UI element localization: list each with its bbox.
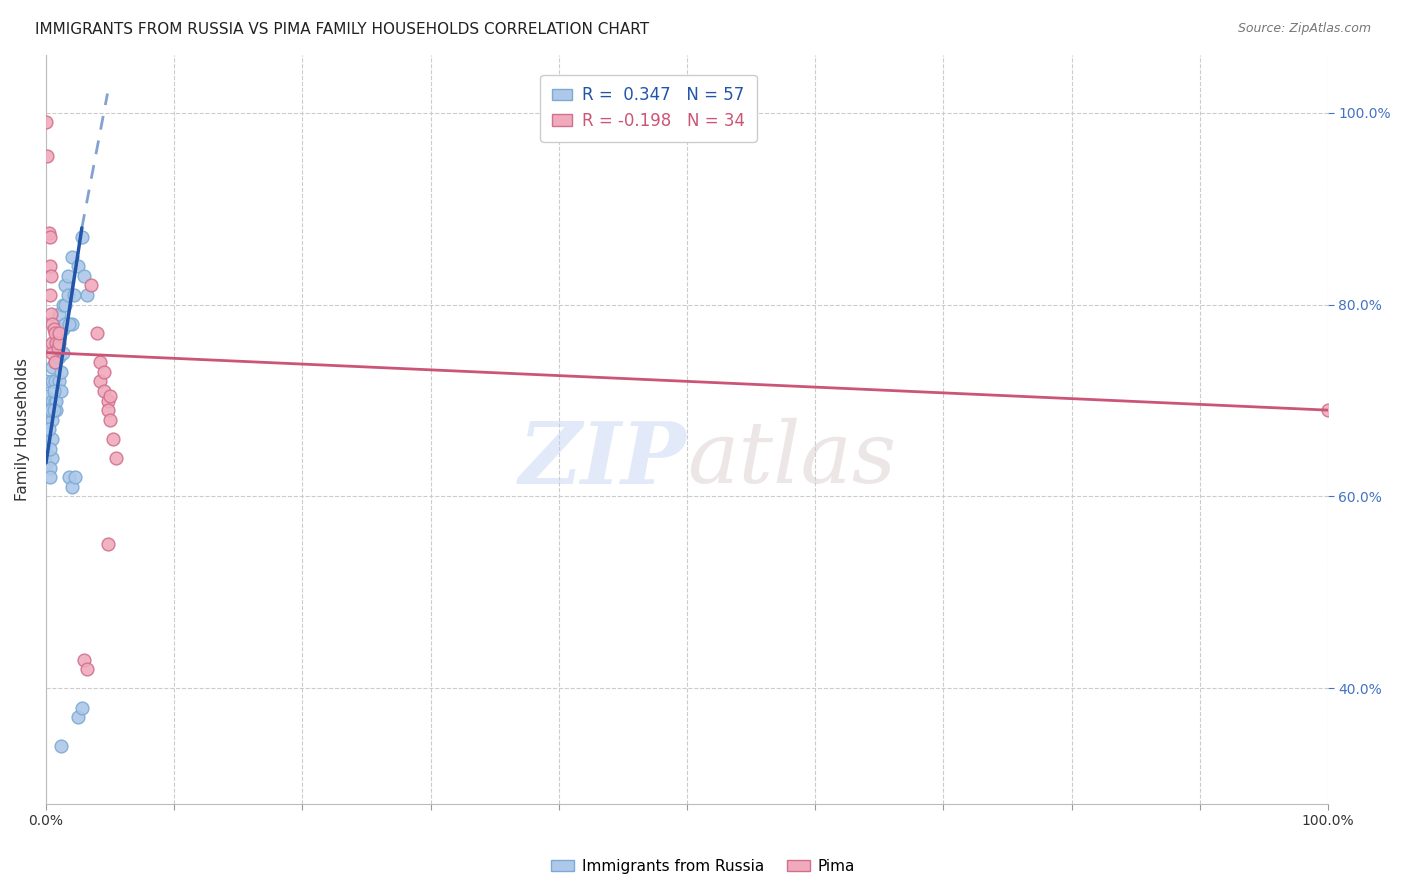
Point — [105, 451, 128, 466]
Point — [35, 446, 58, 460]
Point — [66, 259, 89, 273]
Point — [35, 375, 58, 389]
Point — [86, 326, 108, 341]
Point — [93, 384, 115, 398]
Point — [41, 317, 63, 331]
Point — [48, 326, 70, 341]
Point — [48, 336, 70, 351]
Point — [41, 359, 63, 374]
Point — [96, 537, 118, 551]
Point — [70, 700, 93, 714]
Point — [93, 365, 115, 379]
Point — [46, 341, 69, 355]
Point — [76, 662, 98, 676]
Point — [53, 297, 76, 311]
Point — [60, 480, 83, 494]
Point — [42, 403, 65, 417]
Point — [53, 317, 76, 331]
Text: IMMIGRANTS FROM RUSSIA VS PIMA FAMILY HOUSEHOLDS CORRELATION CHART: IMMIGRANTS FROM RUSSIA VS PIMA FAMILY HO… — [35, 22, 650, 37]
Point — [35, 456, 58, 470]
Point — [56, 268, 79, 283]
Point — [98, 413, 121, 427]
Point — [41, 375, 63, 389]
Point — [60, 250, 83, 264]
Point — [80, 278, 103, 293]
Point — [35, 436, 58, 450]
Point — [45, 336, 67, 351]
Point — [37, 149, 59, 163]
Point — [38, 422, 60, 436]
Point — [38, 442, 60, 456]
Point — [42, 384, 65, 398]
Point — [38, 470, 60, 484]
Point — [66, 710, 89, 724]
Point — [41, 413, 63, 427]
Point — [96, 393, 118, 408]
Point — [52, 345, 75, 359]
Point — [51, 384, 73, 398]
Point — [89, 355, 111, 369]
Point — [45, 403, 67, 417]
Point — [35, 417, 58, 432]
Point — [56, 288, 79, 302]
Point — [35, 115, 58, 129]
Point — [44, 355, 66, 369]
Point — [48, 375, 70, 389]
Point — [42, 321, 65, 335]
Text: atlas: atlas — [688, 418, 896, 500]
Point — [65, 470, 87, 484]
Point — [38, 230, 60, 244]
Point — [51, 365, 73, 379]
Point — [52, 321, 75, 335]
Point — [45, 393, 67, 408]
Point — [35, 427, 58, 442]
Point — [38, 288, 60, 302]
Point — [35, 389, 58, 403]
Point — [41, 451, 63, 466]
Point — [39, 307, 62, 321]
Point — [73, 652, 96, 666]
Point — [48, 307, 70, 321]
Point — [39, 403, 62, 417]
Point — [76, 288, 98, 302]
Legend: R =  0.347   N = 57, R = -0.198   N = 34: R = 0.347 N = 57, R = -0.198 N = 34 — [540, 75, 756, 142]
Point — [44, 326, 66, 341]
Legend: Immigrants from Russia, Pima: Immigrants from Russia, Pima — [546, 853, 860, 880]
Point — [35, 403, 58, 417]
Point — [53, 278, 76, 293]
Point — [41, 393, 63, 408]
Text: Source: ZipAtlas.com: Source: ZipAtlas.com — [1237, 22, 1371, 36]
Point — [98, 389, 121, 403]
Point — [52, 297, 75, 311]
Point — [70, 230, 93, 244]
Point — [58, 317, 80, 331]
Text: ZIP: ZIP — [519, 417, 688, 501]
Point — [41, 432, 63, 446]
Point — [1316, 403, 1339, 417]
Point — [44, 393, 66, 408]
Point — [38, 259, 60, 273]
Point — [48, 351, 70, 365]
Point — [48, 331, 70, 345]
Point — [44, 336, 66, 351]
Point — [96, 403, 118, 417]
Point — [51, 739, 73, 753]
Point — [58, 470, 80, 484]
Point — [38, 226, 60, 240]
Point — [44, 375, 66, 389]
Point — [35, 413, 58, 427]
Point — [73, 268, 96, 283]
Point — [44, 355, 66, 369]
Point — [41, 345, 63, 359]
Point — [41, 336, 63, 351]
Y-axis label: Family Households: Family Households — [15, 358, 30, 500]
Point — [39, 268, 62, 283]
Point — [38, 460, 60, 475]
Point — [63, 288, 86, 302]
Point — [60, 317, 83, 331]
Point — [89, 375, 111, 389]
Point — [101, 432, 124, 446]
Point — [38, 403, 60, 417]
